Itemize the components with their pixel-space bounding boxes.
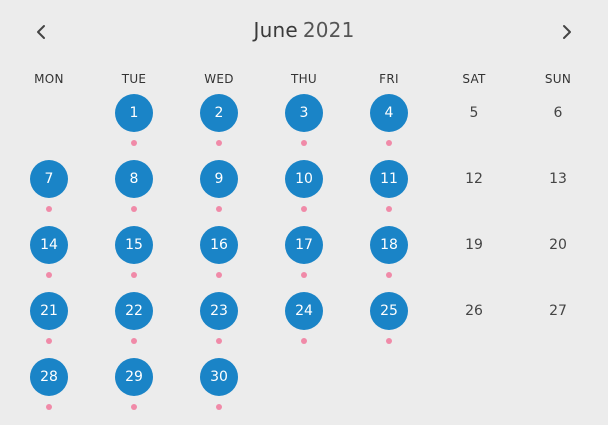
event-dot [301,338,307,344]
weekday-label-wed: WED [204,72,234,86]
day-cell-29[interactable]: 29 [115,358,153,396]
day-cell-4[interactable]: 4 [370,94,408,132]
chevron-left-icon [37,25,45,39]
event-dot [386,206,392,212]
day-cell-7[interactable]: 7 [30,160,68,198]
day-cell-22[interactable]: 22 [115,292,153,330]
day-cell-13[interactable]: 13 [549,171,567,187]
weekday-label-thu: THU [290,72,318,86]
event-dot [131,206,137,212]
event-dot [301,272,307,278]
day-cell-27[interactable]: 27 [549,303,567,319]
day-cell-10[interactable]: 10 [285,160,323,198]
event-dot [216,404,222,410]
day-cell-26[interactable]: 26 [465,303,483,319]
weekday-label-fri: FRI [379,72,399,86]
weekday-label-tue: TUE [121,72,147,86]
day-cell-11[interactable]: 11 [370,160,408,198]
event-dot [216,206,222,212]
weekday-label-sat: SAT [462,72,486,86]
event-dot [46,272,52,278]
event-dot [216,272,222,278]
weekday-header-row: MON TUE WED THU FRI SAT SUN [0,72,608,90]
day-cell-1[interactable]: 1 [115,94,153,132]
day-cell-6[interactable]: 6 [553,105,563,121]
event-dot [386,140,392,146]
event-dot [216,140,222,146]
day-cell-3[interactable]: 3 [285,94,323,132]
year-label: 2021 [302,18,355,42]
calendar-header: June 2021 [0,14,608,48]
day-cell-23[interactable]: 23 [200,292,238,330]
day-cell-21[interactable]: 21 [30,292,68,330]
day-cell-30[interactable]: 30 [200,358,238,396]
event-dot [46,206,52,212]
event-dot [301,206,307,212]
weekday-label-sun: SUN [544,72,572,86]
day-cell-19[interactable]: 19 [465,237,483,253]
event-dot [46,338,52,344]
day-cell-12[interactable]: 12 [465,171,483,187]
day-cell-15[interactable]: 15 [115,226,153,264]
day-cell-25[interactable]: 25 [370,292,408,330]
event-dot [386,272,392,278]
day-cell-24[interactable]: 24 [285,292,323,330]
day-cell-8[interactable]: 8 [115,160,153,198]
day-cell-5[interactable]: 5 [469,105,479,121]
event-dot [131,272,137,278]
event-dot [131,404,137,410]
month-label: June [253,18,298,42]
day-cell-14[interactable]: 14 [30,226,68,264]
weekday-label-mon: MON [34,72,64,86]
day-cell-17[interactable]: 17 [285,226,323,264]
event-dot [46,404,52,410]
event-dot [301,140,307,146]
month-title: June 2021 [0,18,608,42]
chevron-right-icon [563,25,571,39]
next-month-button[interactable] [555,20,579,44]
day-cell-16[interactable]: 16 [200,226,238,264]
day-cell-18[interactable]: 18 [370,226,408,264]
event-dot [131,140,137,146]
day-cell-2[interactable]: 2 [200,94,238,132]
day-cell-20[interactable]: 20 [549,237,567,253]
prev-month-button[interactable] [29,20,53,44]
day-cell-28[interactable]: 28 [30,358,68,396]
day-cell-9[interactable]: 9 [200,160,238,198]
event-dot [386,338,392,344]
event-dot [216,338,222,344]
event-dot [131,338,137,344]
